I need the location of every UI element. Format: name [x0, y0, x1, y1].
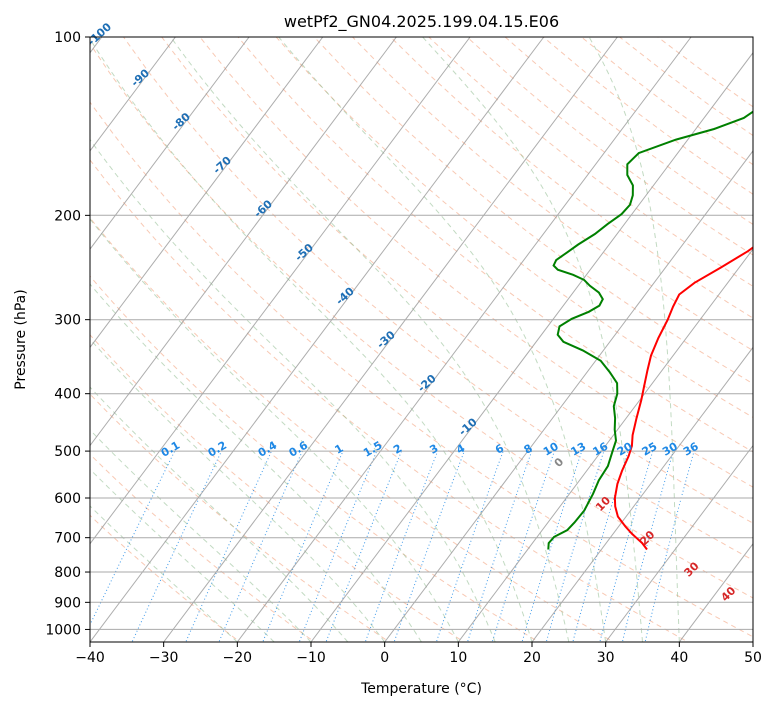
- y-tick-label: 600: [54, 491, 81, 507]
- y-tick-label: 900: [54, 595, 81, 611]
- x-axis-label: Temperature (°C): [360, 681, 482, 697]
- y-axis-label: Pressure (hPa): [13, 289, 29, 389]
- y-tick-label: 800: [54, 565, 81, 581]
- x-tick-label: −10: [296, 650, 326, 666]
- x-tick-label: −30: [149, 650, 179, 666]
- x-tick-label: 20: [523, 650, 541, 666]
- x-tick-label: 40: [670, 650, 688, 666]
- y-tick-label: 400: [54, 387, 81, 403]
- x-tick-label: 30: [597, 650, 615, 666]
- y-tick-label: 200: [54, 208, 81, 224]
- y-tick-label: 300: [54, 313, 81, 329]
- x-tick-label: 10: [449, 650, 467, 666]
- x-tick-label: 50: [744, 650, 762, 666]
- y-tick-label: 500: [54, 444, 81, 460]
- y-tick-label: 100: [54, 30, 81, 46]
- y-tick-label: 1000: [45, 622, 81, 638]
- chart-title: wetPf2_GN04.2025.199.04.15.E06: [284, 12, 559, 32]
- x-tick-label: −40: [75, 650, 105, 666]
- y-tick-label: 700: [54, 531, 81, 547]
- x-tick-label: 0: [380, 650, 389, 666]
- x-tick-label: −20: [223, 650, 253, 666]
